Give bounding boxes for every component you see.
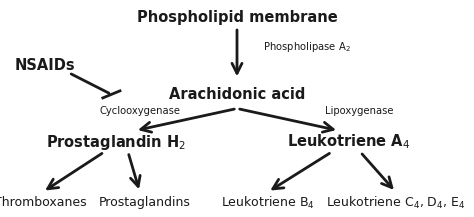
Text: Leukotriene B$_4$: Leukotriene B$_4$ [221,195,315,211]
Text: NSAIDs: NSAIDs [15,58,75,73]
Text: Phospholipid membrane: Phospholipid membrane [137,10,337,25]
Text: Lipoxygenase: Lipoxygenase [325,106,393,116]
Text: Prostaglandin H$_2$: Prostaglandin H$_2$ [46,133,186,152]
Text: Cyclooxygenase: Cyclooxygenase [100,106,180,116]
Text: Leukotriene C$_4$, D$_4$, E$_4$: Leukotriene C$_4$, D$_4$, E$_4$ [326,195,465,211]
Text: Phospholipase A$_2$: Phospholipase A$_2$ [263,40,351,54]
Text: Thromboxanes: Thromboxanes [0,196,87,209]
Text: Prostaglandins: Prostaglandins [99,196,191,209]
Text: Arachidonic acid: Arachidonic acid [169,87,305,102]
Text: Leukotriene A$_4$: Leukotriene A$_4$ [287,133,410,151]
